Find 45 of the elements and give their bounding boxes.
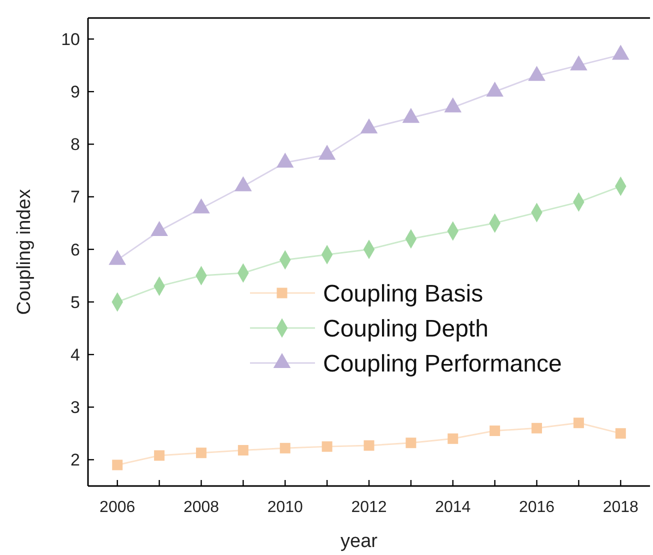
point: [322, 441, 332, 452]
point: [318, 144, 336, 160]
point: [615, 428, 626, 439]
point: [360, 118, 378, 134]
point: [490, 426, 500, 436]
point: [532, 422, 542, 434]
legend-label: Coupling Performance: [323, 350, 562, 378]
point: [364, 440, 374, 451]
legend-label: Coupling Basis: [323, 280, 484, 308]
y-tick-label: 9: [70, 82, 80, 102]
x-tick-label: 2012: [351, 499, 387, 516]
point: [276, 152, 294, 168]
legend-label: Coupling Depth: [323, 315, 488, 342]
x-axis-title: year: [340, 531, 378, 552]
y-axis-title: Coupling index: [14, 188, 35, 315]
x-tick-label: 2016: [518, 499, 555, 516]
x-tick-label: 2018: [602, 499, 639, 516]
y-tick-label: 4: [70, 345, 80, 364]
point: [612, 44, 630, 60]
y-tick-label: 5: [70, 292, 80, 312]
x-tick-label: 2006: [100, 499, 136, 516]
x-tick-label: 2014: [435, 499, 471, 516]
x-tick-label: 2010: [267, 499, 304, 516]
point: [112, 460, 123, 470]
y-tick-label: 6: [70, 240, 80, 260]
x-tick-label: 2008: [183, 499, 220, 516]
point: [528, 66, 546, 81]
point: [444, 97, 462, 112]
point: [486, 82, 504, 97]
y-tick-label: 10: [61, 30, 80, 49]
point: [402, 108, 420, 123]
point: [196, 448, 206, 458]
y-tick-label: 3: [70, 398, 80, 418]
point: [154, 450, 165, 461]
point: [192, 198, 210, 214]
y-tick-label: 8: [70, 135, 80, 154]
y-tick-label: 7: [70, 188, 80, 207]
point: [573, 418, 584, 428]
point: [238, 445, 248, 456]
point: [406, 438, 416, 448]
point: [280, 442, 290, 454]
point: [570, 55, 588, 70]
point: [448, 433, 458, 444]
y-tick-label: 2: [70, 450, 80, 470]
point: [234, 176, 252, 192]
